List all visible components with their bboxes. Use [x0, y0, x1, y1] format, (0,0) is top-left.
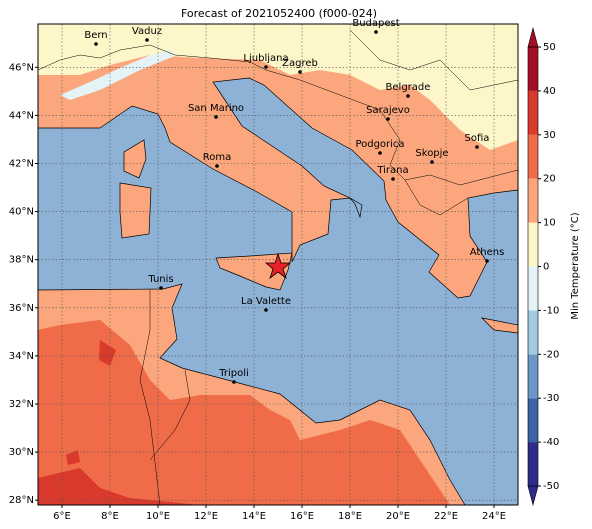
- sea: [38, 77, 518, 505]
- city-label: Bern: [84, 30, 107, 41]
- x-tick-label: 8°E: [101, 511, 119, 522]
- colorbar-tick-label: 20: [543, 174, 556, 185]
- city-label: Zagreb: [282, 58, 318, 69]
- x-tick-label: 24°E: [482, 511, 506, 522]
- border: [404, 179, 469, 216]
- warm-zone: [38, 320, 450, 505]
- x-tick-label: 18°E: [338, 511, 362, 522]
- city-label: Roma: [203, 152, 232, 163]
- colorbar-bin: [528, 134, 538, 179]
- border: [349, 29, 518, 91]
- colorbar-bin: [528, 266, 538, 311]
- y-tick-label: 46°N: [9, 62, 34, 73]
- city-dot: [94, 42, 98, 46]
- city-label: San Marino: [188, 103, 244, 114]
- y-tick-label: 30°N: [9, 447, 34, 458]
- colorbar-tick-label: -40: [543, 437, 559, 448]
- city-dot: [485, 259, 489, 263]
- city-dot: [145, 38, 149, 42]
- sardinia: [119, 182, 152, 239]
- city-label: Tunis: [147, 274, 173, 285]
- colorbar-tick-label: 40: [543, 86, 556, 97]
- city-label: Athens: [470, 247, 505, 258]
- city-dot: [298, 70, 302, 74]
- map-frame: [37, 23, 519, 506]
- city-label: Vaduz: [132, 26, 162, 37]
- y-tick-label: 36°N: [9, 303, 34, 314]
- city-label: Skopje: [415, 148, 448, 159]
- cold-zone: [60, 50, 175, 100]
- city-label: Tripoli: [218, 368, 249, 379]
- corsica: [123, 139, 147, 179]
- colorbar-tick-label: -10: [543, 305, 559, 316]
- city-label: Podgorica: [355, 139, 404, 150]
- colorbar-bin: [528, 178, 538, 223]
- city-dot: [430, 160, 434, 164]
- city-label: Belgrade: [386, 82, 431, 93]
- colorbar-tick-label: 30: [543, 130, 556, 141]
- colorbar-label: Min Temperature (°C): [570, 212, 581, 319]
- colorbar-bin: [528, 442, 538, 486]
- colorbar-bin: [528, 222, 538, 267]
- x-tick-label: 6°E: [53, 511, 71, 522]
- crete: [480, 317, 518, 334]
- hot-zone: [38, 468, 200, 505]
- city-label: Ljubljana: [243, 53, 288, 64]
- colorbar-extend: [527, 26, 539, 48]
- y-tick-label: 44°N: [9, 110, 34, 121]
- city-dot: [159, 286, 163, 290]
- city-dot: [232, 380, 236, 384]
- city-dot: [215, 164, 219, 168]
- x-tick-label: 14°E: [242, 511, 266, 522]
- city-dot: [214, 115, 218, 119]
- colorbar-tick-label: 50: [543, 42, 556, 53]
- x-tick-label: 20°E: [386, 511, 410, 522]
- city-label: Sofia: [465, 133, 490, 144]
- sicily: [215, 252, 293, 291]
- colorbar-bin: [528, 90, 538, 135]
- colorbar: -50 -40 -30 -20 -10 0 10 20 30 40 50: [527, 26, 559, 507]
- city-label: La Valette: [241, 296, 291, 307]
- colorbar-tick-label: -30: [543, 393, 559, 404]
- hot-zone: [66, 450, 80, 465]
- colorbar-bin: [528, 310, 538, 355]
- colorbar-tick-label: 0: [543, 262, 549, 273]
- grid: [38, 24, 518, 505]
- title: Forecast of 2021052400 (f000-024): [181, 7, 377, 20]
- border: [139, 290, 161, 505]
- y-tick-label: 32°N: [9, 399, 34, 410]
- city-dot: [391, 177, 395, 181]
- x-tick-label: 12°E: [194, 511, 218, 522]
- colorbar-extend: [527, 485, 539, 507]
- colorbar-bin: [528, 47, 538, 91]
- city-dot: [386, 117, 390, 121]
- star-marker: [264, 252, 292, 280]
- city-dot: [378, 151, 382, 155]
- city-dot: [264, 65, 268, 69]
- x-tick-label: 10°E: [146, 511, 170, 522]
- y-tick-label: 38°N: [9, 255, 34, 266]
- y-tick-label: 34°N: [9, 351, 34, 362]
- hot-zone: [99, 340, 116, 366]
- colorbar-bin: [528, 398, 538, 443]
- colorbar-tick-label: 10: [543, 218, 556, 229]
- cities: Bern VaduzBudapestLjubljanaZagrebBelgrade…: [84, 18, 504, 384]
- city-dot: [406, 94, 410, 98]
- map-area: [38, 24, 518, 505]
- x-tick-label: 16°E: [290, 511, 314, 522]
- city-dot: [264, 308, 268, 312]
- x-tick-label: 22°E: [434, 511, 458, 522]
- city-label: Sarajevo: [366, 105, 410, 116]
- y-tick-label: 42°N: [9, 158, 34, 169]
- colorbar-bin: [528, 354, 538, 399]
- y-tick-label: 40°N: [9, 207, 34, 218]
- y-tick-label: 28°N: [9, 495, 34, 506]
- city-dot: [374, 30, 378, 34]
- city-dot: [475, 145, 479, 149]
- colorbar-tick-label: -20: [543, 349, 559, 360]
- border: [149, 369, 191, 461]
- colorbar-tick-label: -50: [543, 481, 559, 492]
- city-label: Tirana: [376, 165, 408, 176]
